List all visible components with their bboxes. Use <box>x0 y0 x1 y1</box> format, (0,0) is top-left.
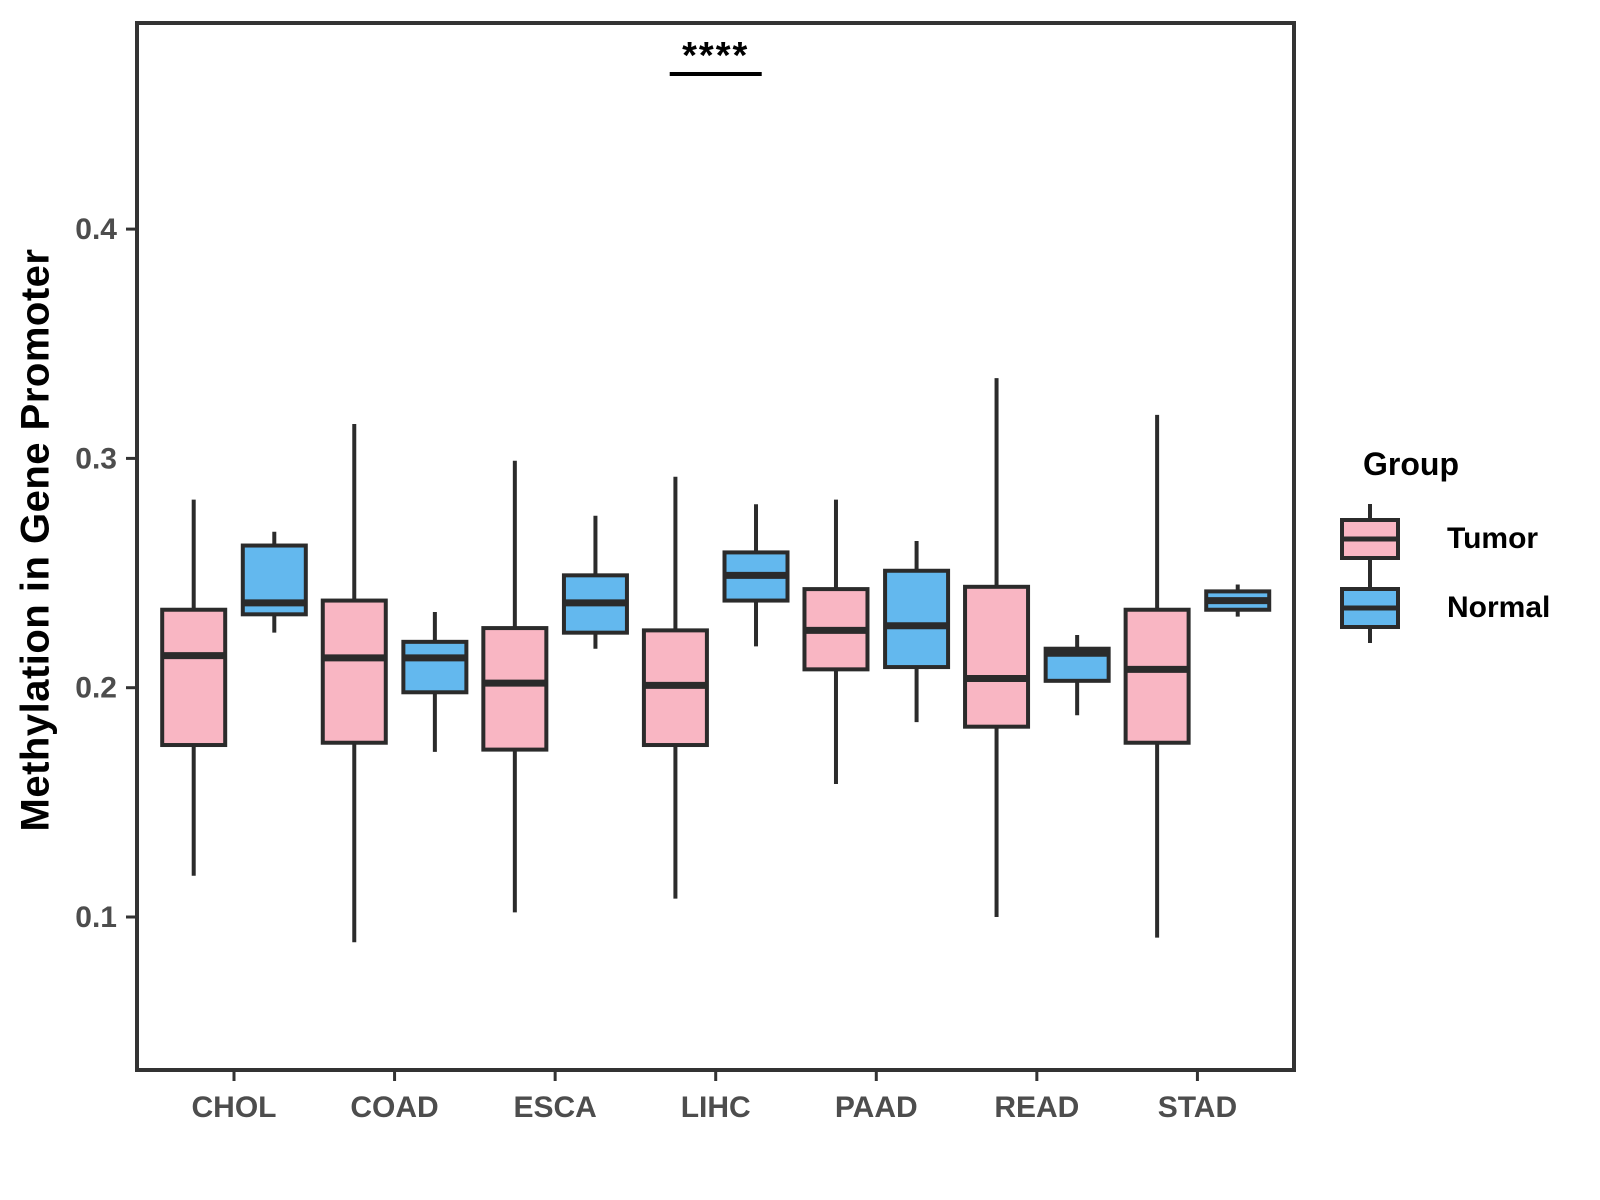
box-read-tumor <box>963 584 1031 729</box>
legend-item-tumor: Tumor <box>1330 502 1592 576</box>
box-coad-tumor <box>320 598 388 745</box>
box-coad-normal <box>401 639 469 695</box>
y-tick-label: 0.1 <box>75 901 117 934</box>
legend-label-tumor: Tumor <box>1447 522 1539 555</box>
box-chol-tumor <box>160 607 228 748</box>
box-esca-tumor <box>481 626 549 752</box>
x-tick-label-chol: CHOL <box>192 1091 277 1124</box>
box-stad-tumor <box>1123 607 1191 745</box>
x-tick-label-lihc: LIHC <box>681 1091 751 1124</box>
legend: Group Tumor Normal <box>1330 440 1592 650</box>
panel-background <box>137 23 1294 1070</box>
x-tick-label-coad: COAD <box>350 1091 438 1124</box>
legend-item-normal: Normal <box>1330 571 1592 645</box>
normal-boxplot-key-icon <box>1340 573 1400 643</box>
legend-label-normal: Normal <box>1447 591 1551 624</box>
y-axis-title: Methylation in Gene Promoter <box>13 248 58 832</box>
box-paad-normal <box>883 568 951 670</box>
x-tick-label-esca: ESCA <box>513 1091 596 1124</box>
legend-title: Group <box>1363 446 1459 482</box>
y-tick-label: 0.2 <box>75 672 117 705</box>
panel-border <box>135 21 1296 1072</box>
significance-stars: **** <box>682 35 749 77</box>
x-tick-label-stad: STAD <box>1158 1091 1237 1124</box>
x-tick-label-read: READ <box>994 1091 1079 1124</box>
tumor-boxplot-key-icon <box>1340 504 1400 574</box>
x-tick-label-paad: PAAD <box>835 1091 918 1124</box>
y-tick-label: 0.3 <box>75 442 117 475</box>
y-tick-label: 0.4 <box>75 213 117 246</box>
